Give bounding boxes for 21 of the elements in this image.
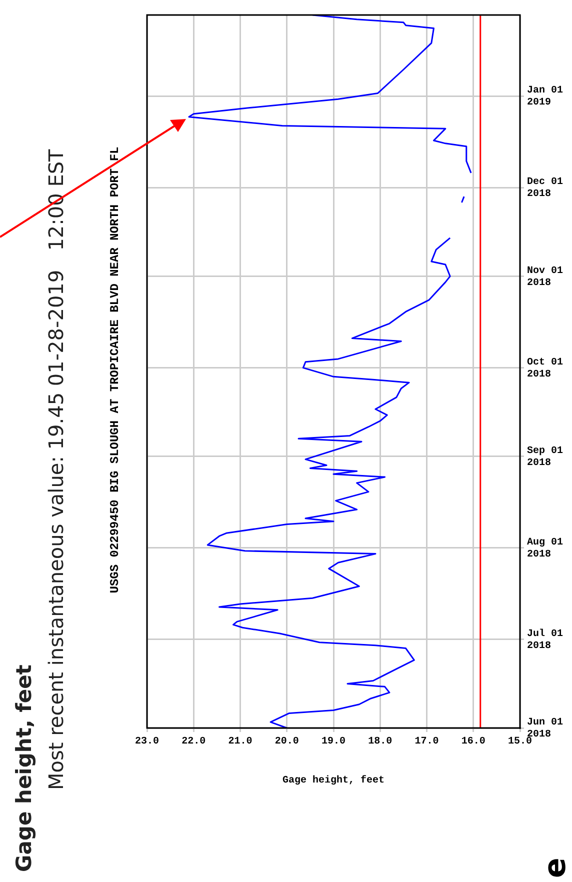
text: Gage height, feet (12, 664, 36, 872)
x-tick-label: 22.0 (182, 736, 206, 748)
x-tick-label: 15.0 (508, 736, 532, 748)
x-tick-label: 18.0 (368, 736, 392, 748)
y-tick-label: Jan 01 2019 (527, 86, 564, 109)
y-tick-label: Aug 01 2018 (527, 537, 564, 560)
y-tick-label: Oct 01 2018 (527, 357, 564, 380)
x-tick-label: 23.0 (134, 736, 160, 748)
y-tick-label: Dec 01 2018 (527, 177, 564, 200)
x-tick-label: 16.0 (461, 736, 486, 748)
y-tick-label: Sep 01 2018 (527, 446, 564, 469)
x-tick-label: 19.0 (321, 736, 346, 748)
text: e (538, 858, 572, 878)
x-tick-label: 21.0 (228, 736, 252, 748)
text: Most recent instantaneous value: 19.45 01-28-2019 12:00 EST (44, 149, 68, 790)
y-tick-label: Jul 01 2018 (527, 628, 564, 652)
x-tick-label: 20.0 (274, 736, 299, 748)
y-tick-label: Nov 01 2018 (527, 266, 564, 289)
x-tick-label: 17.0 (414, 736, 439, 748)
text: USGS 02299450 BIG SLOUGH AT TROPICAIRE BLVD NEAR NORTH PORT FL (108, 146, 122, 596)
x-axis-title: Gage height, feet (282, 774, 385, 787)
